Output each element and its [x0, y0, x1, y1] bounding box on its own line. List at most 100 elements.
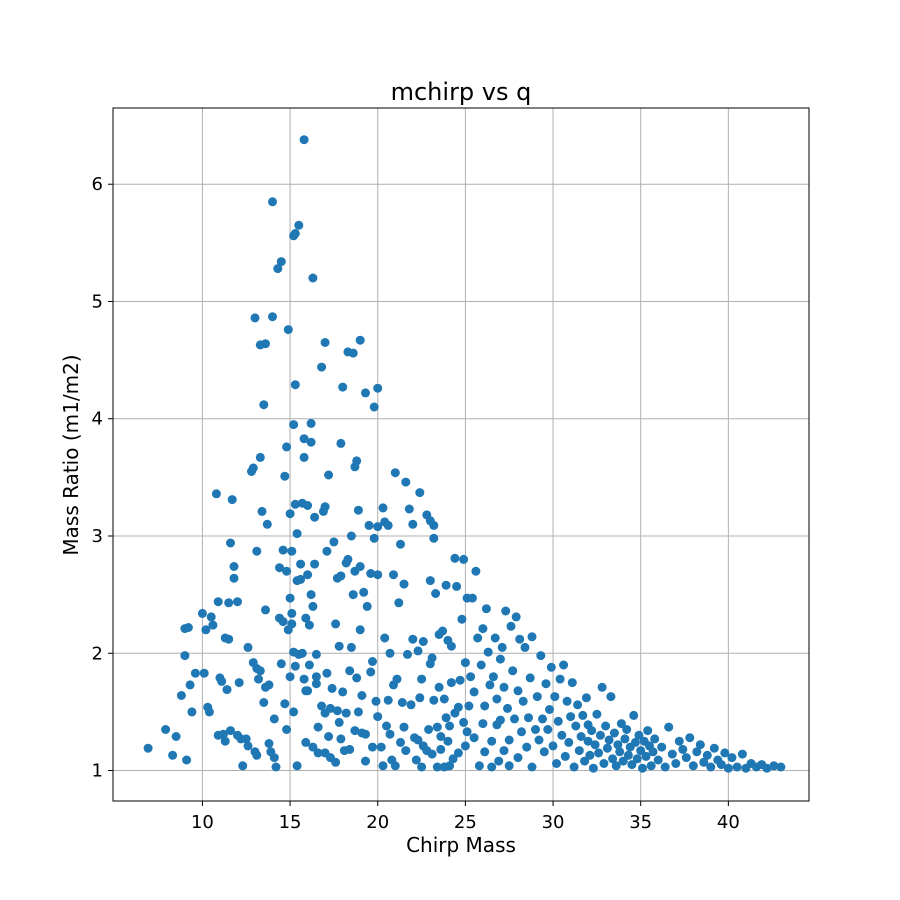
data-point	[278, 617, 288, 627]
data-point	[688, 761, 698, 771]
data-point	[634, 730, 644, 740]
data-point	[229, 573, 239, 583]
data-point	[290, 229, 300, 238]
data-point	[550, 692, 560, 702]
data-point	[282, 442, 292, 452]
x-tick-label: 35	[629, 812, 652, 833]
data-point	[353, 707, 363, 717]
data-point	[606, 692, 616, 702]
data-point	[303, 570, 313, 580]
data-point	[322, 546, 332, 556]
data-point	[338, 687, 348, 697]
data-point	[518, 696, 528, 706]
data-point	[524, 713, 533, 723]
y-tick-label: 6	[92, 174, 103, 195]
data-point	[287, 608, 297, 618]
data-point	[290, 380, 300, 390]
data-point	[536, 651, 546, 661]
data-point	[282, 566, 292, 576]
data-point	[362, 601, 372, 611]
data-point	[424, 725, 434, 734]
data-point	[427, 653, 437, 663]
data-point	[346, 531, 356, 541]
data-point	[352, 673, 362, 683]
data-point	[480, 701, 490, 711]
data-point	[397, 698, 407, 707]
data-point	[352, 456, 362, 466]
data-point	[280, 699, 290, 709]
data-point	[583, 736, 593, 746]
data-point	[541, 679, 551, 689]
data-point	[234, 678, 244, 688]
data-point	[361, 756, 370, 766]
data-point	[183, 623, 193, 632]
data-point	[273, 264, 283, 274]
data-point	[459, 717, 469, 727]
data-point	[353, 505, 363, 515]
data-point	[571, 721, 581, 731]
data-point	[574, 746, 584, 756]
data-point	[190, 668, 200, 678]
data-point	[446, 641, 456, 651]
data-point	[492, 694, 502, 704]
data-point	[720, 748, 730, 758]
data-point	[241, 734, 251, 744]
data-point	[262, 519, 272, 529]
data-point	[618, 756, 628, 766]
data-point	[681, 753, 691, 763]
data-point	[699, 757, 709, 767]
data-point	[336, 438, 346, 448]
data-point	[709, 743, 719, 753]
data-point	[143, 743, 153, 753]
data-point	[341, 708, 351, 718]
data-point	[197, 608, 207, 618]
data-point	[413, 646, 423, 656]
data-point	[546, 662, 556, 672]
data-point	[355, 562, 365, 571]
data-point	[334, 641, 344, 651]
data-point	[243, 642, 253, 652]
data-point	[264, 739, 274, 748]
data-point	[599, 759, 609, 768]
data-point	[476, 660, 486, 670]
data-point	[487, 762, 497, 772]
data-point	[390, 761, 400, 771]
data-point	[368, 657, 377, 666]
data-point	[248, 463, 258, 473]
data-point	[233, 597, 242, 607]
data-points	[143, 135, 786, 773]
data-point	[485, 680, 495, 690]
data-point	[187, 707, 197, 717]
x-tick-label: 40	[717, 812, 740, 833]
data-point	[355, 335, 365, 345]
data-point	[464, 701, 474, 711]
data-point	[469, 733, 479, 743]
data-point	[348, 590, 358, 600]
data-point	[450, 553, 460, 563]
data-point	[508, 666, 518, 676]
data-point	[299, 135, 309, 145]
data-point	[716, 760, 726, 770]
data-point	[585, 750, 595, 760]
data-point	[776, 762, 786, 772]
data-point	[289, 707, 299, 717]
data-point	[630, 737, 640, 747]
data-point	[383, 695, 393, 705]
data-point	[359, 587, 369, 597]
data-point	[304, 620, 314, 630]
plot-frame	[112, 107, 810, 802]
data-point	[564, 737, 574, 747]
data-point	[601, 721, 611, 731]
data-point	[460, 658, 470, 668]
data-point	[515, 634, 525, 644]
data-point	[678, 744, 688, 754]
data-point	[373, 570, 383, 580]
data-point	[471, 566, 481, 576]
data-point	[226, 538, 235, 548]
data-point	[513, 753, 523, 763]
data-point	[436, 732, 446, 741]
data-point	[555, 674, 565, 684]
data-point	[271, 762, 281, 772]
data-point	[389, 570, 398, 580]
data-point	[597, 682, 607, 692]
